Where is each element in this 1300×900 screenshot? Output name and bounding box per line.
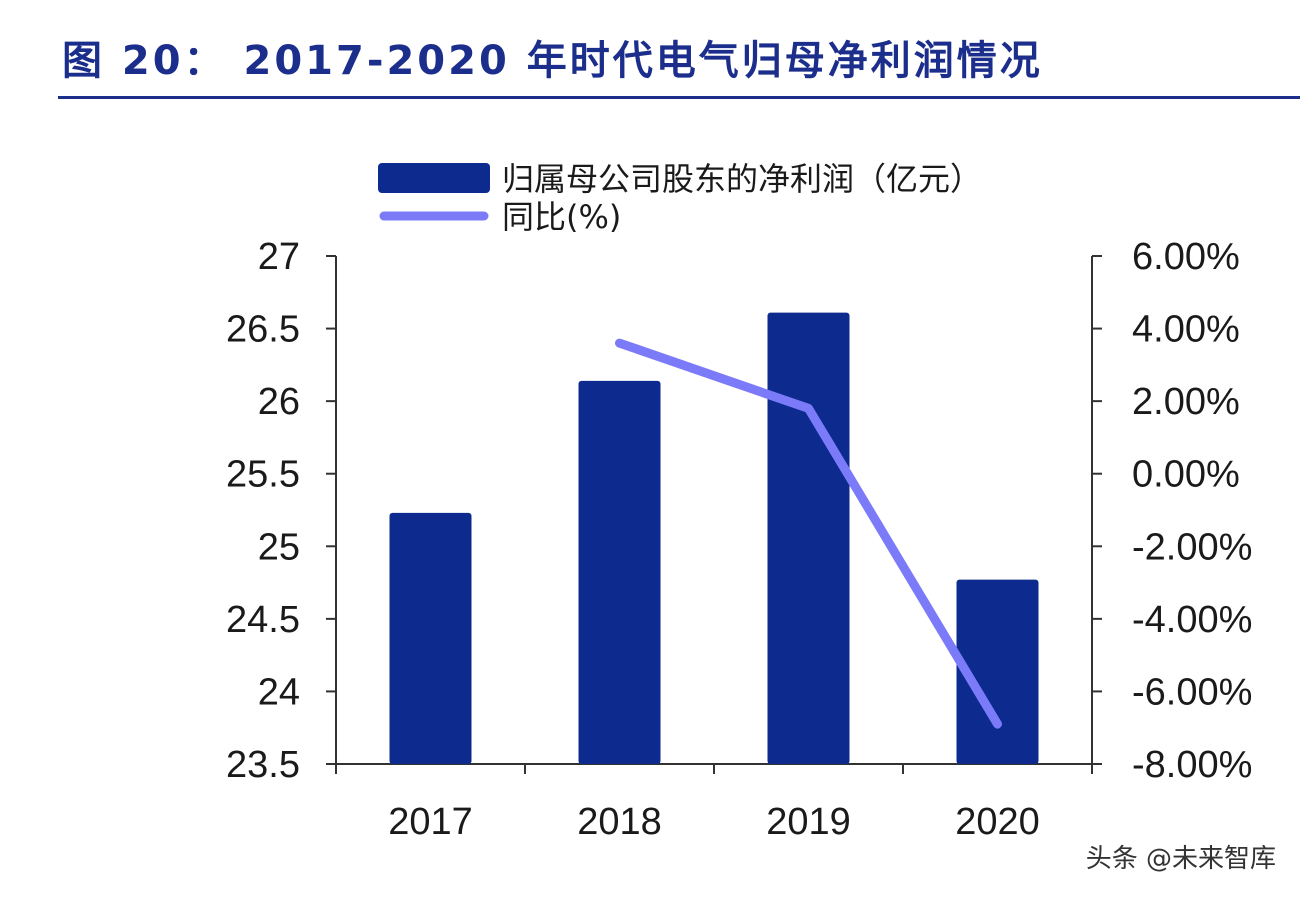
legend-label-line: 同比(%) <box>502 198 621 236</box>
left-tick-label: 24.5 <box>226 599 300 641</box>
x-axis-ticks: 2017 2018 2019 2020 <box>335 764 1093 843</box>
line-series <box>615 338 1002 729</box>
left-tick-label: 23.5 <box>226 744 300 786</box>
x-tick-label: 2018 <box>577 801 662 843</box>
bar <box>956 579 1039 764</box>
watermark: 头条 @未来智库 <box>1085 844 1276 874</box>
x-tick-label: 2019 <box>766 801 851 843</box>
bar <box>389 512 472 764</box>
left-tick-label: 25.5 <box>226 454 300 496</box>
right-axis-ticks: 6.00% 4.00% 2.00% 0.00% -2.00% -4.00% -6.00% -8… <box>1092 236 1252 786</box>
x-tick-label: 2020 <box>955 801 1040 843</box>
right-tick-label: -2.00% <box>1132 526 1252 568</box>
right-tick-label: 6.00% <box>1132 236 1240 278</box>
bar-series <box>389 312 1039 764</box>
left-tick-label: 26.5 <box>226 309 300 351</box>
legend: 归属母公司股东的净利润（亿元）同比(%) <box>378 160 982 236</box>
right-tick-label: -8.00% <box>1132 744 1252 786</box>
right-tick-label: 2.00% <box>1132 381 1240 423</box>
legend-label-bar: 归属母公司股东的净利润（亿元） <box>502 160 982 198</box>
bar <box>578 380 661 764</box>
right-tick-label: 0.00% <box>1132 454 1240 496</box>
title-underline <box>58 96 1300 99</box>
x-tick-label: 2017 <box>388 801 473 843</box>
bar <box>767 312 850 764</box>
left-tick-label: 25 <box>258 526 300 568</box>
left-tick-label: 26 <box>258 381 300 423</box>
legend-swatch-bar <box>378 163 490 193</box>
figure-title: 图 20： 2017-2020 年时代电气归母净利润情况 <box>62 38 1043 84</box>
right-tick-label: 4.00% <box>1132 309 1240 351</box>
left-tick-label: 27 <box>258 236 300 278</box>
right-tick-label: -6.00% <box>1132 671 1252 713</box>
left-axis-ticks: 27 26.5 26 25.5 25 24.5 24 23.5 <box>226 236 336 786</box>
left-tick-label: 24 <box>258 671 300 713</box>
right-tick-label: -4.00% <box>1132 599 1252 641</box>
